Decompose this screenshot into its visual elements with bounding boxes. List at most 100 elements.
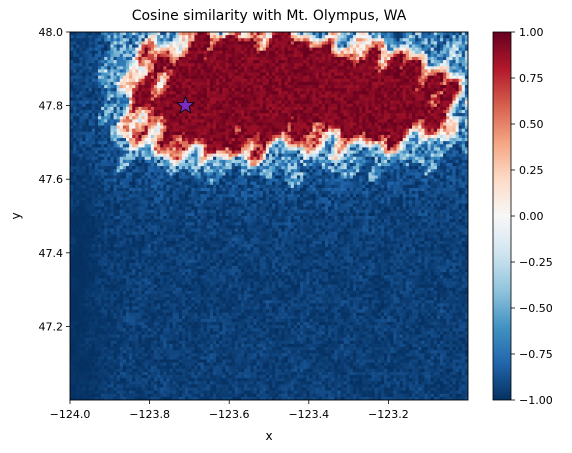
heatmap-cell xyxy=(150,38,155,42)
heatmap-cell xyxy=(452,147,456,151)
heatmap-cell xyxy=(272,128,276,133)
heatmap-cell xyxy=(88,60,93,64)
heatmap-cell xyxy=(371,97,376,102)
heatmap-cell xyxy=(157,134,161,139)
heatmap-cell xyxy=(374,94,379,98)
heatmap-cell xyxy=(331,88,335,92)
heatmap-cell xyxy=(110,38,114,42)
heatmap-cell xyxy=(427,150,432,155)
heatmap-cell xyxy=(107,116,111,120)
heatmap-cell xyxy=(91,41,96,45)
heatmap-cell xyxy=(253,85,257,89)
heatmap-cell xyxy=(76,94,80,98)
heatmap-cell xyxy=(119,131,124,136)
heatmap-cell xyxy=(312,144,317,148)
heatmap-cell xyxy=(178,97,183,102)
heatmap-cell xyxy=(200,81,205,86)
heatmap-cell xyxy=(318,91,323,95)
heatmap-cell xyxy=(452,81,456,86)
heatmap-cell xyxy=(132,113,136,117)
heatmap-cell xyxy=(209,44,214,48)
heatmap-cell xyxy=(104,78,108,83)
heatmap-cell xyxy=(113,97,118,102)
heatmap-cell xyxy=(262,75,267,80)
heatmap-cell xyxy=(213,147,217,151)
heatmap-cell xyxy=(278,35,282,39)
heatmap-cell xyxy=(265,50,270,55)
heatmap-cell xyxy=(88,81,93,86)
heatmap-cell xyxy=(393,113,397,117)
heatmap-cell xyxy=(101,32,105,36)
heatmap-cell xyxy=(110,113,114,117)
heatmap-cell xyxy=(384,147,388,151)
heatmap-cell xyxy=(464,47,468,52)
heatmap-cell xyxy=(172,47,177,52)
heatmap-cell xyxy=(349,122,354,126)
heatmap-cell xyxy=(371,122,376,126)
heatmap-cell xyxy=(172,60,177,64)
heatmap-cell xyxy=(421,125,425,130)
heatmap-cell xyxy=(262,113,267,117)
heatmap-cell xyxy=(250,134,254,139)
heatmap-cell xyxy=(359,85,363,89)
heatmap-cell xyxy=(234,50,239,55)
heatmap-cell xyxy=(380,141,385,145)
heatmap-cell xyxy=(272,35,276,39)
heatmap-cell xyxy=(172,69,177,73)
heatmap-cell xyxy=(455,97,460,102)
heatmap-cell xyxy=(244,122,248,126)
heatmap-cell xyxy=(166,63,170,67)
heatmap-cell xyxy=(107,81,111,86)
heatmap-cell xyxy=(147,66,152,70)
heatmap-cell xyxy=(284,109,289,114)
heatmap-cell xyxy=(228,41,233,45)
heatmap-cell xyxy=(153,81,158,86)
heatmap-cell xyxy=(343,85,348,89)
heatmap-cell xyxy=(309,60,313,64)
heatmap-cell xyxy=(160,91,164,95)
heatmap-cell xyxy=(247,103,251,108)
heatmap-cell xyxy=(101,106,105,111)
heatmap-cell xyxy=(228,109,233,114)
heatmap-cell xyxy=(129,56,133,61)
heatmap-cell xyxy=(390,53,394,58)
heatmap-cell xyxy=(415,94,419,98)
heatmap-cell xyxy=(234,119,239,123)
heatmap-cell xyxy=(256,75,261,80)
heatmap-cell xyxy=(436,91,441,95)
heatmap-cell xyxy=(166,60,170,64)
heatmap-cell xyxy=(349,116,354,120)
heatmap-cell xyxy=(449,88,453,92)
heatmap-cell xyxy=(371,72,376,77)
heatmap-cell xyxy=(390,35,394,39)
heatmap-cell xyxy=(97,128,102,133)
heatmap-cell xyxy=(318,100,323,105)
heatmap-cell xyxy=(147,150,152,155)
heatmap-cell xyxy=(222,47,226,52)
heatmap-cell xyxy=(188,119,192,123)
heatmap-cell xyxy=(203,144,208,148)
heatmap-cell xyxy=(312,72,317,77)
heatmap-cell xyxy=(91,69,96,73)
heatmap-cell xyxy=(76,125,80,130)
heatmap-cell xyxy=(287,141,292,145)
heatmap-cell xyxy=(147,122,152,126)
heatmap-cell xyxy=(374,150,379,155)
heatmap-cell xyxy=(343,128,348,133)
heatmap-cell xyxy=(129,106,133,111)
heatmap-cell xyxy=(393,56,397,61)
heatmap-cell xyxy=(328,97,332,102)
heatmap-cell xyxy=(116,150,121,155)
heatmap-cell xyxy=(132,81,136,86)
heatmap-cell xyxy=(396,103,400,108)
heatmap-cell xyxy=(293,75,298,80)
heatmap-cell xyxy=(356,60,360,64)
heatmap-cell xyxy=(150,100,155,105)
heatmap-cell xyxy=(449,81,453,86)
heatmap-cell xyxy=(91,85,96,89)
heatmap-cell xyxy=(222,144,226,148)
heatmap-cell xyxy=(241,41,245,45)
heatmap-cell xyxy=(79,138,83,142)
heatmap-cell xyxy=(340,78,345,83)
heatmap-cell xyxy=(272,119,276,123)
